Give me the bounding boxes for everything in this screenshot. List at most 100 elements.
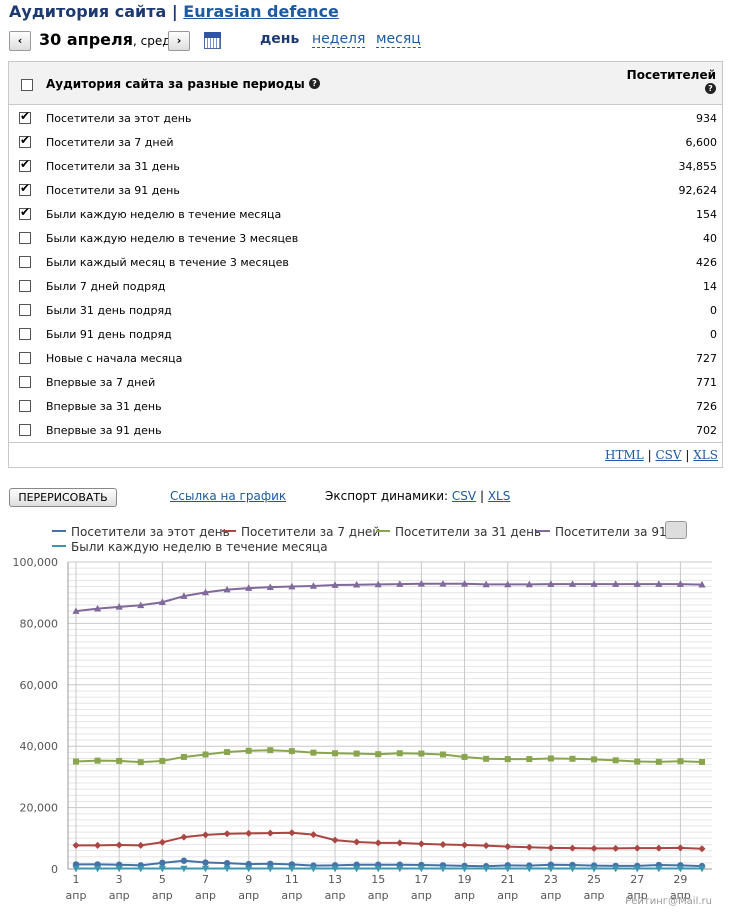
- row-value: 14: [703, 280, 717, 293]
- row-checkbox[interactable]: [19, 109, 31, 124]
- legend-swatch: [52, 545, 66, 547]
- separator: |: [685, 448, 690, 462]
- row-checkbox[interactable]: [19, 352, 31, 364]
- data-point: [547, 865, 555, 873]
- data-point: [439, 840, 447, 848]
- legend-item[interactable]: Посетители за 91 день: [536, 525, 666, 539]
- series-line[interactable]: [75, 582, 703, 613]
- table-title: Аудитория сайта за разные периоды ?: [46, 77, 320, 91]
- row-checkbox[interactable]: [19, 328, 31, 340]
- x-tick-sub-label: апр: [627, 889, 648, 902]
- site-name-link[interactable]: Eurasian defence: [183, 2, 339, 21]
- help-icon[interactable]: ?: [705, 83, 716, 94]
- dynamics-xls-link[interactable]: XLS: [487, 489, 511, 503]
- data-point: [180, 592, 188, 599]
- period-day[interactable]: день: [260, 31, 300, 47]
- data-point: [374, 580, 382, 588]
- graph-link[interactable]: Ссылка на график: [170, 489, 287, 503]
- data-point: [612, 757, 619, 764]
- x-tick-label: 21: [501, 873, 515, 886]
- x-tick-sub-label: апр: [152, 889, 173, 902]
- table-row: Были 7 дней подряд 14: [9, 275, 722, 299]
- data-point: [396, 865, 404, 873]
- row-checkbox[interactable]: [19, 280, 31, 292]
- series-line[interactable]: [76, 831, 703, 850]
- export-csv-link[interactable]: CSV: [655, 448, 682, 462]
- series-line[interactable]: [76, 859, 703, 868]
- x-tick-label: 7: [202, 873, 209, 886]
- redraw-button[interactable]: ПЕРЕРИСОВАТЬ: [9, 488, 117, 507]
- row-checkbox[interactable]: [19, 157, 31, 172]
- data-point: [266, 865, 274, 873]
- data-point: [201, 865, 210, 873]
- row-value: 934: [696, 112, 717, 125]
- legend-item[interactable]: Были каждую неделю в течение месяца: [52, 540, 328, 554]
- data-point: [633, 580, 641, 587]
- x-tick-sub-label: апр: [540, 889, 561, 902]
- row-label: Посетители за 91 день: [46, 184, 180, 197]
- data-point: [699, 758, 705, 765]
- dynamics-csv-link[interactable]: CSV: [451, 489, 477, 503]
- data-point: [137, 865, 145, 873]
- row-value: 40: [703, 232, 717, 245]
- separator: |: [647, 448, 652, 462]
- rating-logo[interactable]: Рейтинг@Mail.ru: [625, 896, 712, 907]
- legend-item[interactable]: Посетители за 7 дней: [222, 525, 380, 539]
- x-tick-sub-label: апр: [195, 889, 216, 902]
- table-row: Впервые за 91 день 702: [9, 419, 722, 443]
- data-point: [655, 580, 663, 587]
- calendar-icon[interactable]: [204, 32, 221, 49]
- period-week[interactable]: неделя: [312, 31, 366, 48]
- prev-day-button[interactable]: ‹: [9, 31, 31, 51]
- x-tick-sub-label: апр: [109, 889, 130, 902]
- row-label: Посетители за 31 день: [46, 160, 180, 173]
- export-xls-link[interactable]: XLS: [693, 448, 718, 462]
- row-value: 92,624: [678, 184, 718, 197]
- help-icon[interactable]: ?: [308, 78, 320, 89]
- row-checkbox[interactable]: [19, 205, 31, 220]
- print-icon[interactable]: [665, 521, 687, 539]
- row-value: 726: [696, 400, 717, 413]
- data-point: [309, 831, 317, 839]
- data-point: [504, 843, 512, 851]
- next-day-button[interactable]: ›: [168, 31, 190, 51]
- data-point: [612, 844, 620, 852]
- table-title-text: Аудитория сайта за разные периоды: [46, 77, 305, 91]
- row-checkbox[interactable]: [19, 133, 31, 148]
- series-line[interactable]: [75, 749, 703, 764]
- data-point: [137, 601, 145, 609]
- table-row: Впервые за 7 дней 771: [9, 371, 722, 395]
- legend-label: Были каждую неделю в течение месяца: [71, 540, 328, 554]
- data-point: [309, 582, 318, 589]
- data-point: [310, 749, 317, 756]
- data-point: [590, 580, 598, 587]
- date-text: 30 апреля: [39, 30, 133, 49]
- data-point: [677, 758, 684, 765]
- legend-item[interactable]: Посетители за 31 день: [376, 525, 541, 539]
- data-point: [159, 757, 166, 764]
- row-checkbox[interactable]: [19, 424, 31, 436]
- table-row: Посетители за этот день 934: [9, 107, 722, 131]
- table-row: Были каждую неделю в течение месяца 154: [9, 203, 722, 227]
- data-point: [266, 829, 274, 837]
- x-tick-sub-label: апр: [411, 889, 432, 902]
- data-point: [418, 750, 425, 757]
- visitors-column-header: Посетителей?: [627, 68, 716, 96]
- row-checkbox[interactable]: [19, 400, 31, 412]
- export-html-link[interactable]: HTML: [605, 448, 644, 462]
- row-checkbox[interactable]: [19, 181, 31, 196]
- period-month[interactable]: месяц: [376, 31, 421, 48]
- legend-item[interactable]: Посетители за этот день: [52, 525, 230, 539]
- data-point: [202, 831, 210, 839]
- data-point: [93, 604, 102, 612]
- row-checkbox[interactable]: [19, 232, 31, 244]
- row-checkbox[interactable]: [19, 256, 31, 268]
- row-checkbox[interactable]: [19, 376, 31, 388]
- date-bar: ‹ 30 апреля, среда › день неделя месяц: [9, 30, 509, 52]
- page-title: Аудитория сайта | Eurasian defence: [9, 2, 339, 21]
- select-all-checkbox[interactable]: [21, 79, 33, 91]
- row-checkbox[interactable]: [19, 304, 31, 316]
- x-tick-sub-label: апр: [368, 889, 389, 902]
- data-point: [245, 865, 253, 873]
- row-value: 771: [696, 376, 717, 389]
